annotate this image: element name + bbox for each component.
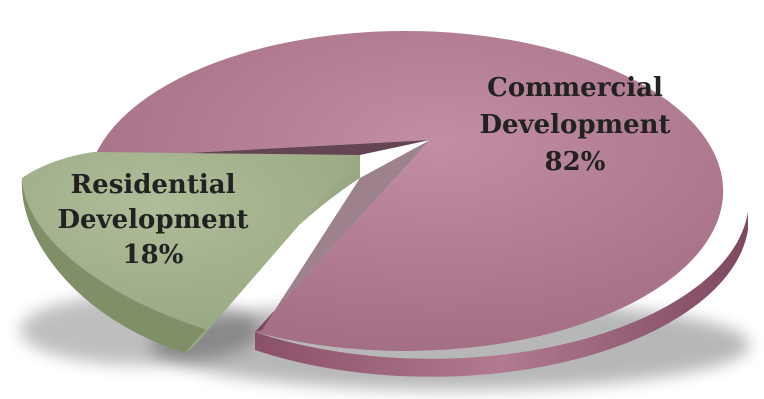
slice-label-residential: Residential Development 18% <box>57 170 248 270</box>
slice-residential-top <box>22 152 360 330</box>
pie-slice-residential <box>21 152 360 353</box>
residential-label-line-1: Residential <box>71 170 236 200</box>
slice-residential-side <box>21 178 209 353</box>
slice-commercial-cut-face-lower <box>255 140 430 332</box>
commercial-label-line-1: Commercial <box>487 73 663 103</box>
slice-commercial-side <box>255 212 748 377</box>
residential-value-label: 18% <box>123 240 184 270</box>
slice-label-commercial: Commercial Development 82% <box>479 73 670 177</box>
commercial-label-line-2: Development <box>479 110 670 140</box>
commercial-value-label: 82% <box>545 147 606 177</box>
slice-commercial-top <box>94 30 724 351</box>
residential-label-line-2: Development <box>57 205 248 235</box>
